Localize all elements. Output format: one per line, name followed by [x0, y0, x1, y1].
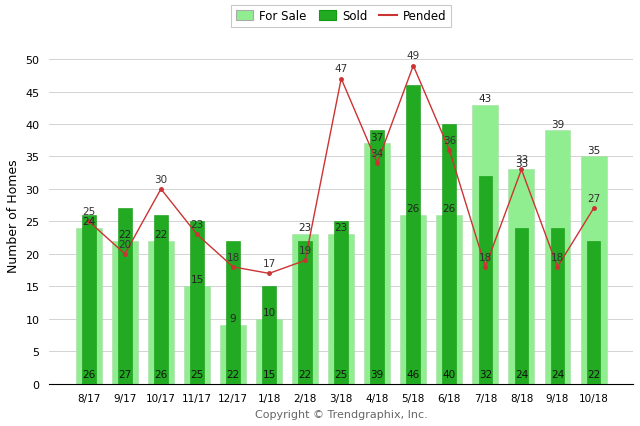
X-axis label: Copyright © Trendgraphix, Inc.: Copyright © Trendgraphix, Inc. [255, 409, 428, 419]
Bar [436, 216, 462, 384]
Text: 19: 19 [298, 246, 312, 256]
Text: 25: 25 [335, 369, 348, 379]
Pended [554, 265, 561, 270]
Text: 18: 18 [479, 252, 492, 262]
Pended [193, 232, 201, 237]
Text: 40: 40 [443, 369, 456, 379]
Text: 10: 10 [262, 307, 276, 317]
Bar [112, 242, 138, 384]
Text: 15: 15 [262, 369, 276, 379]
Text: 22: 22 [154, 230, 168, 239]
Text: 22: 22 [227, 369, 239, 379]
Pended [410, 64, 417, 69]
Pended [445, 148, 453, 153]
Bar [472, 105, 499, 384]
Text: 18: 18 [551, 252, 564, 262]
Bar [328, 235, 354, 384]
Bar [226, 242, 240, 384]
Text: 43: 43 [479, 93, 492, 104]
Text: 36: 36 [443, 135, 456, 145]
Text: 22: 22 [118, 230, 132, 239]
Pended [518, 167, 525, 173]
Legend: For Sale, Sold, Pended: For Sale, Sold, Pended [231, 6, 451, 28]
Text: 24: 24 [515, 369, 528, 379]
Text: 22: 22 [587, 369, 600, 379]
Text: 23: 23 [190, 220, 204, 230]
Bar [154, 216, 168, 384]
Text: 9: 9 [230, 314, 236, 324]
Line: Pended: Pended [87, 65, 595, 276]
Text: 30: 30 [154, 174, 168, 184]
Text: 23: 23 [335, 223, 348, 233]
Text: 34: 34 [371, 148, 384, 158]
Text: 33: 33 [515, 155, 528, 165]
Pended [85, 219, 93, 225]
Text: 26: 26 [443, 204, 456, 213]
Text: 25: 25 [82, 207, 95, 217]
Bar [515, 228, 528, 384]
Pended [157, 187, 164, 192]
Bar [442, 125, 456, 384]
Pended [589, 206, 597, 211]
Bar [298, 242, 312, 384]
Text: 23: 23 [298, 223, 312, 233]
Bar [76, 228, 102, 384]
Text: 32: 32 [479, 369, 492, 379]
Bar [580, 157, 607, 384]
Text: 35: 35 [587, 145, 600, 155]
Text: 18: 18 [227, 252, 239, 262]
Bar [545, 131, 570, 384]
Y-axis label: Number of Homes: Number of Homes [7, 159, 20, 272]
Text: 22: 22 [298, 369, 312, 379]
Text: 33: 33 [515, 158, 528, 168]
Bar [82, 216, 96, 384]
Text: 26: 26 [82, 369, 95, 379]
Pended [121, 252, 129, 257]
Text: 37: 37 [371, 132, 384, 142]
Bar [401, 216, 426, 384]
Text: 46: 46 [406, 369, 420, 379]
Pended [265, 271, 273, 276]
Bar [550, 228, 564, 384]
Bar [148, 242, 174, 384]
Text: 26: 26 [154, 369, 168, 379]
Pended [337, 77, 345, 82]
Text: 27: 27 [587, 194, 600, 204]
Bar [220, 325, 246, 384]
Text: 20: 20 [118, 239, 131, 249]
Text: 27: 27 [118, 369, 132, 379]
Bar [406, 86, 420, 384]
Pended [373, 161, 381, 166]
Text: 26: 26 [406, 204, 420, 213]
Text: 49: 49 [406, 51, 420, 61]
Bar [479, 176, 492, 384]
Bar [508, 170, 534, 384]
Text: 47: 47 [335, 64, 348, 74]
Pended [481, 265, 489, 270]
Bar [262, 287, 276, 384]
Text: 24: 24 [82, 216, 95, 227]
Text: 15: 15 [190, 275, 204, 285]
Bar [371, 131, 384, 384]
Bar [364, 144, 390, 384]
Bar [256, 319, 282, 384]
Pended [229, 265, 237, 270]
Bar [292, 235, 318, 384]
Pended [301, 258, 309, 263]
Text: 25: 25 [190, 369, 204, 379]
Text: 17: 17 [262, 259, 276, 268]
Text: 24: 24 [551, 369, 564, 379]
Text: 39: 39 [371, 369, 384, 379]
Bar [190, 222, 204, 384]
Bar [118, 209, 132, 384]
Bar [587, 242, 600, 384]
Bar [184, 287, 210, 384]
Text: 39: 39 [551, 119, 564, 129]
Bar [334, 222, 348, 384]
